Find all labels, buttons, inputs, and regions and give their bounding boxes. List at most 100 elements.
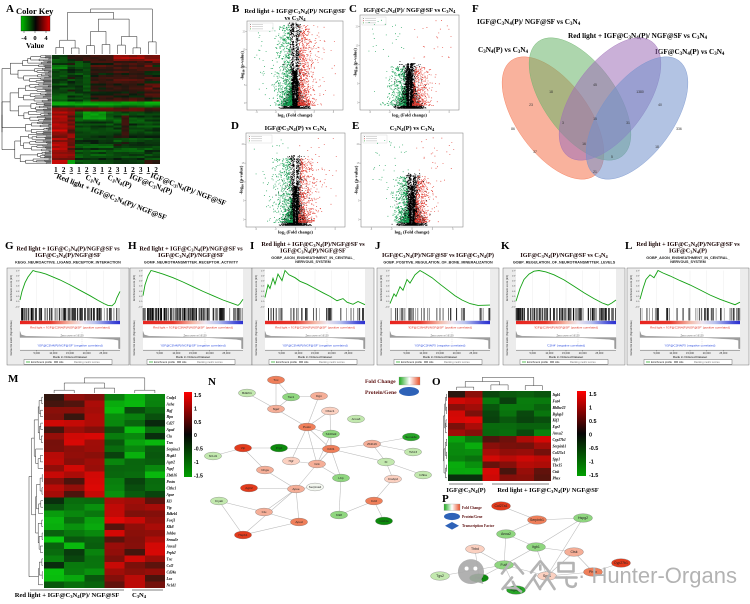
svg-text:GOBP_AXON_ENSHEATHMENT_IN_CENT: GOBP_AXON_ENSHEATHMENT_IN_CENTRAL_: [271, 256, 355, 260]
svg-text:-log10 (p-value): -log10 (p-value): [353, 48, 359, 77]
svg-text:1: 1: [147, 166, 151, 174]
svg-text:Cyp27b1: Cyp27b1: [553, 438, 566, 442]
svg-text:-2: -2: [391, 228, 394, 231]
svg-text:Bdkrb1: Bdkrb1: [242, 391, 252, 395]
svg-text:Ranking metric scores: Ranking metric scores: [694, 360, 720, 364]
svg-text:Crabp2: Crabp2: [388, 477, 398, 481]
svg-text:0.5: 0.5: [261, 281, 265, 283]
svg-text:2: 2: [429, 111, 431, 114]
svg-text:Enrichment profile: Enrichment profile: [527, 360, 548, 364]
svg-text:M: M: [8, 373, 19, 385]
svg-text:336: 336: [676, 127, 682, 131]
svg-text:2: 2: [62, 166, 66, 174]
svg-text:Enrichment score (ES): Enrichment score (ES): [505, 275, 509, 301]
svg-text:1.5: 1.5: [589, 392, 597, 398]
svg-text:Tbx15: Tbx15: [553, 464, 563, 468]
svg-text:Bglap3: Bglap3: [552, 412, 564, 416]
svg-text:Fut4: Fut4: [553, 399, 561, 403]
svg-text:Ranked list metric (Signal2Noi: Ranked list metric (Signal2Noise): [10, 320, 13, 356]
svg-text:Lox: Lox: [166, 577, 173, 581]
svg-text:E: E: [352, 120, 359, 132]
svg-text:Phex: Phex: [589, 570, 597, 574]
svg-text:Itgb1: Itgb1: [552, 393, 561, 397]
svg-text:-log10 (p-value): -log10 (p-value): [239, 165, 245, 194]
svg-text:2: 2: [315, 228, 317, 231]
svg-text:Acha: Acha: [166, 402, 175, 406]
svg-text:Spp1: Spp1: [553, 457, 561, 461]
svg-text:Cck: Cck: [314, 462, 320, 466]
svg-text:-0.5: -0.5: [194, 447, 203, 453]
svg-text:4: 4: [334, 228, 336, 231]
svg-text:Tshz3: Tshz3: [409, 450, 417, 454]
svg-text:IGF@C3N4(P)/NGF@SF: IGF@C3N4(P)/NGF@SF: [35, 252, 101, 259]
svg-text:2: 2: [314, 111, 316, 114]
svg-text:31: 31: [626, 121, 630, 125]
svg-text:Serpina3: Serpina3: [167, 448, 181, 452]
svg-text:'IGF@C3N4(P)/NGF@SF' (positive: 'IGF@C3N4(P)/NGF@SF' (positive correlate…: [408, 326, 472, 330]
svg-text:Postn: Postn: [167, 480, 175, 484]
svg-text:Klk8: Klk8: [336, 513, 342, 517]
svg-text:Bhlhe22: Bhlhe22: [552, 406, 566, 410]
svg-text:Agtr2: Agtr2: [245, 486, 253, 490]
svg-text:-4: -4: [255, 228, 258, 231]
svg-text:IGF@C3N4(P)/NGF@SF: IGF@C3N4(P)/NGF@SF: [158, 252, 224, 259]
svg-text:Hits: Hits: [555, 360, 560, 364]
svg-text:0.1: 0.1: [16, 301, 20, 303]
svg-text:N: N: [208, 376, 216, 388]
svg-text:-4: -4: [256, 111, 259, 114]
svg-text:0.4: 0.4: [386, 286, 390, 288]
svg-text:0: 0: [358, 218, 360, 221]
svg-text:Red light + 'IGF@C3N4(P)/NGF@S: Red light + 'IGF@C3N4(P)/NGF@SF' (positi…: [153, 326, 233, 330]
svg-text:5: 5: [358, 200, 360, 203]
svg-text:25,000: 25,000: [595, 351, 603, 355]
svg-text:Anxa3: Anxa3: [166, 545, 177, 549]
svg-text:Value: Value: [26, 41, 45, 50]
svg-text:Zero cross at 16120: Zero cross at 16120: [183, 334, 207, 338]
svg-text:-0.0: -0.0: [511, 306, 516, 308]
svg-text:1: 1: [54, 166, 58, 174]
svg-text:5: 5: [243, 200, 245, 203]
svg-text:0.6: 0.6: [139, 275, 143, 277]
svg-text:37: 37: [533, 150, 537, 154]
svg-text:Protein/Gene: Protein/Gene: [365, 390, 397, 396]
svg-text:'IGF@C3N4(P)/NGF@SF' (negative: 'IGF@C3N4(P)/NGF@SF' (negative correlate…: [282, 344, 347, 348]
svg-text:IGF@C3N4(P)/ NGF@SF vs C3N4: IGF@C3N4(P)/ NGF@SF vs C3N4: [477, 18, 581, 27]
svg-text:IGF@C3N4(P) vs C3N4: IGF@C3N4(P) vs C3N4: [265, 125, 328, 132]
svg-text:-1: -1: [194, 460, 199, 466]
svg-text:0.5: 0.5: [16, 281, 20, 283]
svg-text:-1.5: -1.5: [194, 473, 203, 479]
svg-text:0.7: 0.7: [386, 270, 390, 272]
svg-text:L: L: [625, 240, 632, 252]
svg-text:Hspb1: Hspb1: [239, 533, 248, 537]
svg-text:Red light + IGF@C3N4(P)/ NGF@S: Red light + IGF@C3N4(P)/ NGF@SF: [15, 592, 120, 599]
svg-text:20: 20: [357, 143, 360, 146]
svg-text:Sema3e: Sema3e: [167, 538, 179, 542]
svg-text:0.5: 0.5: [589, 419, 597, 425]
svg-text:18: 18: [655, 145, 659, 149]
svg-text:0.7: 0.7: [16, 270, 20, 272]
svg-text:0.4: 0.4: [636, 286, 640, 288]
svg-text:KEGG_NEUROACTIVE_LIGAND_RECEPT: KEGG_NEUROACTIVE_LIGAND_RECEPTOR_INTERAC…: [15, 260, 121, 264]
svg-text:Bdkrb1: Bdkrb1: [166, 512, 178, 516]
svg-text:0.2: 0.2: [636, 296, 640, 298]
svg-text:A: A: [6, 3, 14, 15]
svg-text:Egr2: Egr2: [552, 425, 561, 429]
svg-text:Ranked list metric (Signal2Noi: Ranked list metric (Signal2Noise): [133, 320, 136, 356]
svg-text:15,000: 15,000: [686, 351, 694, 355]
svg-text:10,000: 10,000: [294, 351, 302, 355]
svg-text:Zero cross at 16120: Zero cross at 16120: [556, 334, 580, 338]
svg-text:15,000: 15,000: [311, 351, 319, 355]
svg-text:0.2: 0.2: [139, 296, 143, 298]
svg-text:'C3N4' (negative correlated): 'C3N4' (negative correlated): [547, 344, 585, 348]
svg-text:10: 10: [242, 181, 245, 184]
svg-text:5: 5: [611, 155, 613, 159]
svg-text:20,000: 20,000: [453, 351, 461, 355]
svg-text:Nr1d1: Nr1d1: [166, 583, 177, 587]
svg-text:Rank in Ordered Dataset: Rank in Ordered Dataset: [53, 355, 87, 359]
svg-text:Dgn: Dgn: [316, 394, 322, 398]
svg-text:-2: -2: [275, 228, 278, 231]
svg-text:25,000: 25,000: [344, 351, 352, 355]
svg-text:Cyp27b1: Cyp27b1: [614, 561, 628, 565]
svg-text:0.4: 0.4: [16, 286, 20, 288]
svg-text:Ranked list metric (Signal2Noi: Ranked list metric (Signal2Noise): [255, 320, 258, 356]
